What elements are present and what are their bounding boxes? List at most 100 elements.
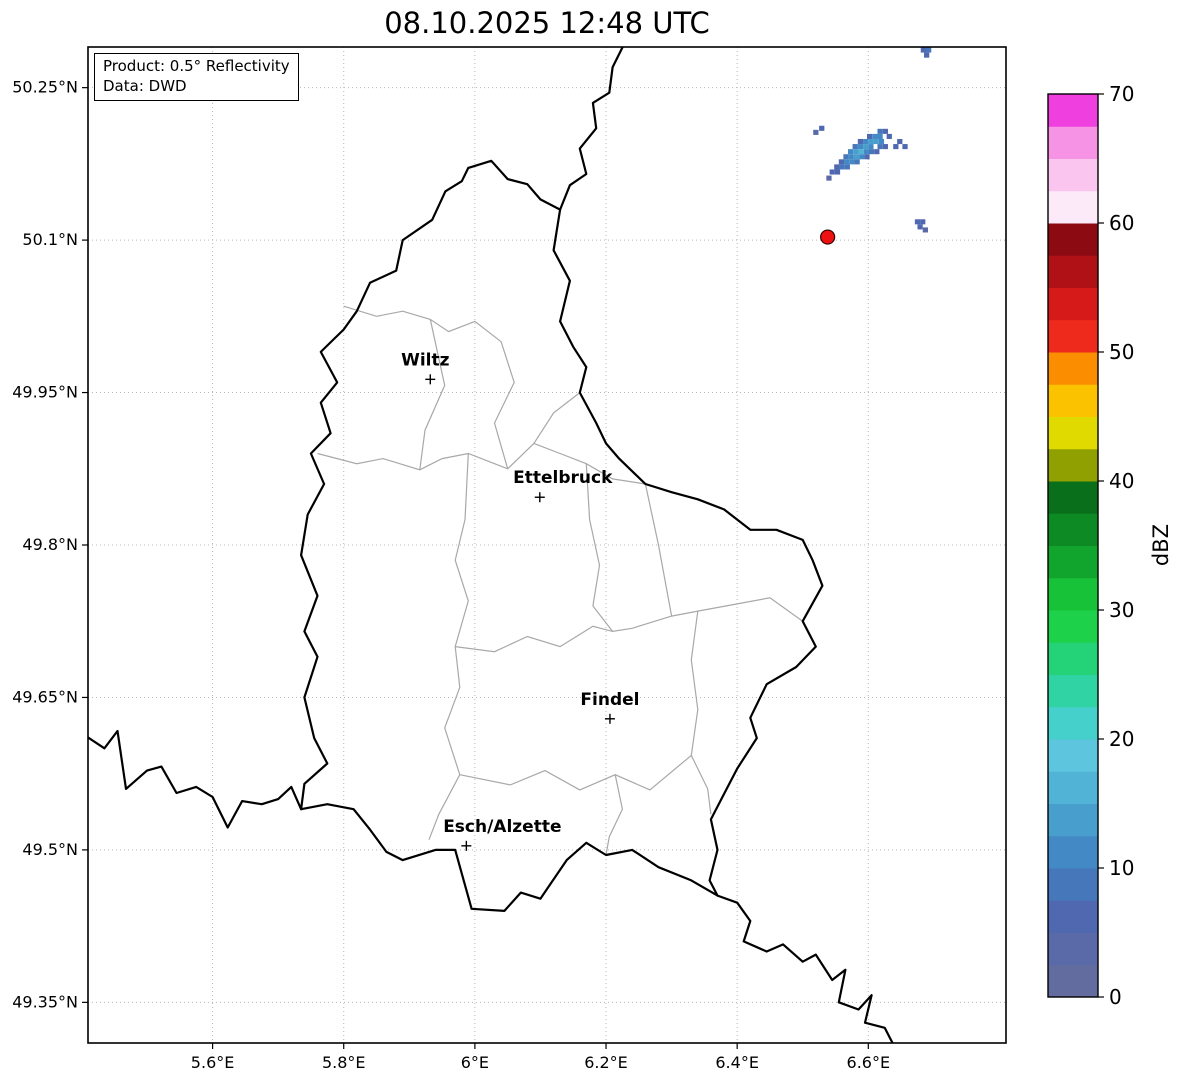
colorbar-segment	[1048, 803, 1098, 837]
colorbar-segment	[1048, 835, 1098, 869]
district-border	[428, 453, 469, 840]
colorbar-segment	[1048, 448, 1098, 482]
radar-echo-cell	[920, 47, 927, 53]
radar-echo-cell	[834, 169, 841, 175]
country-border	[300, 159, 824, 913]
colorbar-segment	[1048, 352, 1098, 385]
radar-echo-cell	[863, 144, 869, 150]
radar-echo-cell	[920, 219, 926, 225]
radar-echo-cell	[847, 149, 854, 155]
radar-echo-cell	[897, 138, 903, 145]
radar-echo-cell	[863, 149, 869, 155]
radar-echo-cell	[922, 227, 928, 233]
radar-echo-cell	[914, 219, 921, 225]
x-tick-label: 6.6°E	[847, 1053, 891, 1072]
radar-echo-cell	[844, 164, 850, 170]
colorbar-segment	[1048, 610, 1098, 643]
radar-echo-cell	[917, 224, 923, 230]
colorbar-tick-label: 20	[1109, 727, 1134, 751]
colorbar-segment	[1048, 190, 1098, 224]
x-tick-label: 6°E	[461, 1053, 489, 1072]
radar-echo-cell	[844, 159, 850, 165]
radar-site-marker	[820, 229, 836, 245]
radar-echo-cell	[849, 159, 855, 165]
x-tick-label: 5.8°E	[322, 1053, 366, 1072]
radar-echo-cell	[878, 138, 885, 145]
radar-echo-cell	[874, 149, 880, 155]
radar-echo-cell	[838, 159, 845, 165]
radar-echo-cell	[834, 164, 840, 170]
country-border	[716, 894, 894, 1043]
colorbar-segment	[1048, 545, 1098, 579]
radar-echo-cell	[877, 144, 883, 150]
radar-echo-cell	[877, 133, 883, 139]
colorbar-segment	[1048, 287, 1098, 321]
country-border	[88, 729, 303, 829]
district-border	[605, 774, 624, 856]
radar-echo-cell	[829, 169, 835, 175]
y-tick-label: 49.5°N	[22, 840, 78, 859]
map-area	[88, 47, 1006, 1043]
radar-echo-cell	[866, 133, 873, 139]
radar-echo-cell	[882, 144, 888, 150]
city-label: Wiltz	[401, 350, 450, 370]
colorbar-tick-label: 30	[1109, 598, 1134, 622]
radar-echo-cell	[859, 154, 865, 160]
radar-echo-cell	[893, 144, 899, 150]
district-border	[343, 305, 515, 469]
radar-echo-cell	[854, 159, 860, 165]
colorbar-tick-label: 70	[1109, 82, 1134, 106]
colorbar-segment	[1048, 964, 1098, 998]
info-product-line: Product: 0.5° Reflectivity	[103, 57, 290, 75]
radar-echo-cell	[924, 52, 930, 58]
radar-echo-cell	[882, 128, 888, 134]
radar-echo-cell	[926, 47, 932, 53]
radar-echo-cell	[819, 125, 825, 131]
figure-title: 08.10.2025 12:48 UTC	[384, 6, 710, 40]
colorbar-segment	[1048, 739, 1098, 772]
colorbar-segment	[1048, 319, 1098, 353]
colorbar-segment	[1048, 900, 1098, 933]
y-tick-label: 49.95°N	[12, 383, 78, 402]
country-border	[558, 47, 624, 211]
colorbar-segment	[1048, 706, 1098, 740]
y-tick-label: 49.35°N	[12, 992, 78, 1011]
y-tick-label: 50.1°N	[22, 230, 78, 249]
radar-echo-cell	[872, 133, 878, 139]
city-label: Findel	[580, 690, 639, 710]
y-tick-label: 49.8°N	[22, 535, 78, 554]
y-tick-label: 50.25°N	[12, 78, 78, 97]
radar-echo-cell	[843, 154, 849, 160]
x-tick-label: 5.6°E	[191, 1053, 235, 1072]
district-border	[533, 392, 581, 444]
colorbar-segment	[1048, 932, 1098, 966]
radar-echo-cell	[902, 144, 908, 150]
district-border	[317, 442, 646, 485]
colorbar-segment	[1048, 513, 1098, 546]
colorbar-segment	[1048, 416, 1098, 450]
district-border	[585, 463, 614, 632]
y-tick-label: 49.65°N	[12, 687, 78, 706]
colorbar-segment	[1048, 481, 1098, 514]
district-border	[419, 319, 446, 470]
colorbar-tick-label: 40	[1109, 469, 1134, 493]
radar-echo-cell	[868, 138, 874, 145]
colorbar-segment	[1048, 771, 1098, 804]
colorbar-tick-label: 10	[1109, 856, 1134, 880]
radar-echo-cell	[853, 149, 859, 155]
radar-echo-cell	[839, 164, 845, 170]
radar-echo-cell	[857, 138, 864, 145]
radar-echo-cell	[864, 154, 870, 160]
city-label: Esch/Alzette	[443, 817, 561, 837]
radar-echo-cell	[886, 133, 892, 139]
radar-echo-cell	[873, 138, 879, 145]
colorbar-tick-label: 50	[1109, 340, 1134, 364]
x-tick-label: 6.2°E	[584, 1053, 628, 1072]
radar-echo-cell	[858, 149, 864, 155]
city-label: Ettelbruck	[513, 468, 613, 488]
colorbar-segment	[1048, 384, 1098, 417]
radar-echo-cell	[826, 175, 832, 181]
district-border	[459, 754, 692, 791]
colorbar-segment	[1048, 674, 1098, 708]
